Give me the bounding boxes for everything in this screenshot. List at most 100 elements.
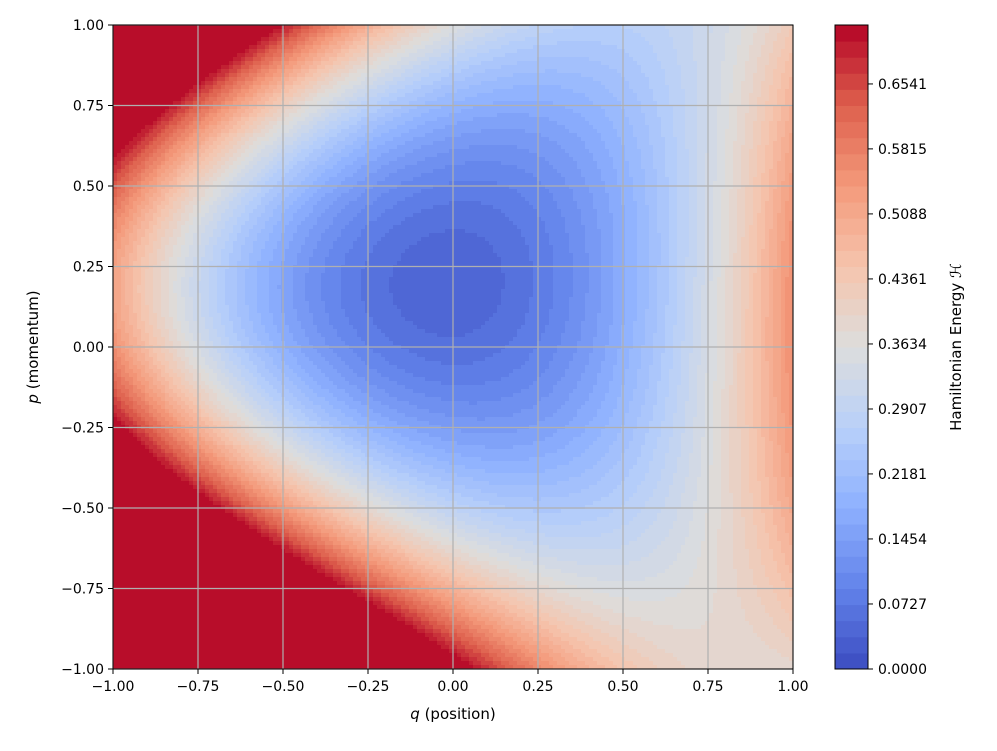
contour-cell bbox=[137, 41, 142, 46]
contour-cell bbox=[185, 341, 190, 346]
contour-cell bbox=[225, 569, 230, 574]
contour-cell bbox=[205, 25, 210, 30]
contour-cell bbox=[213, 285, 218, 290]
contour-cell bbox=[165, 229, 170, 234]
contour-cell bbox=[157, 653, 162, 658]
contour-cell bbox=[165, 605, 170, 610]
contour-cell bbox=[125, 325, 130, 330]
contour-cell bbox=[121, 265, 126, 270]
contour-cell bbox=[177, 565, 182, 570]
contour-cell bbox=[133, 541, 138, 546]
contour-cell bbox=[153, 277, 158, 282]
contour-cell bbox=[125, 269, 130, 274]
contour-cell bbox=[193, 169, 198, 174]
contour-cell bbox=[113, 229, 118, 234]
contour-cell bbox=[141, 553, 146, 558]
contour-cell bbox=[121, 629, 126, 634]
contour-cell bbox=[197, 321, 202, 326]
contour-cell bbox=[173, 657, 178, 662]
contour-cell bbox=[229, 229, 234, 234]
contour-cell bbox=[189, 461, 194, 466]
contour-cell bbox=[233, 577, 238, 582]
contour-cell bbox=[129, 349, 134, 354]
contour-cell bbox=[209, 465, 214, 470]
contour-cell bbox=[185, 529, 190, 534]
contour-cell bbox=[221, 405, 226, 410]
contour-cell bbox=[169, 121, 174, 126]
contour-cell bbox=[237, 33, 242, 38]
contour-cell bbox=[233, 593, 238, 598]
contour-cell bbox=[205, 329, 210, 334]
contour-cell bbox=[165, 533, 170, 538]
contour-cell bbox=[189, 653, 194, 658]
contour-cell bbox=[133, 89, 138, 94]
contour-cell bbox=[229, 477, 234, 482]
contour-cell bbox=[193, 537, 198, 542]
contour-cell bbox=[129, 125, 134, 130]
contour-cell bbox=[149, 617, 154, 622]
contour-cell bbox=[129, 329, 134, 334]
contour-cell bbox=[125, 521, 130, 526]
contour-cell bbox=[141, 25, 146, 30]
contour-cell bbox=[129, 193, 134, 198]
contour-cell bbox=[177, 529, 182, 534]
contour-cell bbox=[121, 229, 126, 234]
contour-cell bbox=[133, 329, 138, 334]
contour-cell bbox=[141, 545, 146, 550]
contour-cell bbox=[205, 649, 210, 654]
contour-cell bbox=[153, 313, 158, 318]
contour-cell bbox=[217, 369, 222, 374]
contour-cell bbox=[229, 469, 234, 474]
contour-cell bbox=[165, 401, 170, 406]
contour-cell bbox=[145, 113, 150, 118]
contour-cell bbox=[185, 569, 190, 574]
contour-cell bbox=[185, 125, 190, 130]
contour-cell bbox=[193, 45, 198, 50]
contour-cell bbox=[137, 437, 142, 442]
contour-cell bbox=[197, 373, 202, 378]
contour-cell bbox=[181, 221, 186, 226]
contour-cell bbox=[149, 213, 154, 218]
contour-cell bbox=[121, 457, 126, 462]
contour-cell bbox=[141, 621, 146, 626]
contour-cell bbox=[165, 93, 170, 98]
contour-cell bbox=[201, 621, 206, 626]
contour-cell bbox=[197, 377, 202, 382]
contour-cell bbox=[149, 301, 154, 306]
contour-cell bbox=[217, 533, 222, 538]
contour-cell bbox=[161, 181, 166, 186]
contour-cell bbox=[229, 581, 234, 586]
contour-cell bbox=[133, 25, 138, 30]
contour-cell bbox=[113, 633, 118, 638]
contour-cell bbox=[225, 293, 230, 298]
contour-cell bbox=[189, 465, 194, 470]
contour-cell bbox=[209, 169, 214, 174]
contour-cell bbox=[229, 309, 234, 314]
contour-cell bbox=[161, 165, 166, 170]
contour-cell bbox=[217, 453, 222, 458]
contour-cell bbox=[121, 253, 126, 258]
contour-cell bbox=[193, 293, 198, 298]
contour-cell bbox=[225, 305, 230, 310]
contour-cell bbox=[153, 385, 158, 390]
contour-cell bbox=[185, 25, 190, 30]
contour-cell bbox=[149, 61, 154, 66]
contour-cell bbox=[145, 229, 150, 234]
contour-cell bbox=[233, 93, 238, 98]
contour-cell bbox=[121, 29, 126, 34]
contour-cell bbox=[189, 429, 194, 434]
contour-cell bbox=[209, 369, 214, 374]
contour-cell bbox=[189, 513, 194, 518]
contour-cell bbox=[121, 449, 126, 454]
contour-cell bbox=[189, 313, 194, 318]
contour-cell bbox=[221, 665, 226, 669]
contour-cell bbox=[185, 609, 190, 614]
contour-cell bbox=[165, 393, 170, 398]
contour-cell bbox=[185, 625, 190, 630]
contour-cell bbox=[233, 421, 238, 426]
contour-cell bbox=[133, 637, 138, 642]
contour-cell bbox=[221, 661, 226, 666]
contour-cell bbox=[157, 489, 162, 494]
contour-cell bbox=[125, 381, 130, 386]
contour-cell bbox=[121, 193, 126, 198]
